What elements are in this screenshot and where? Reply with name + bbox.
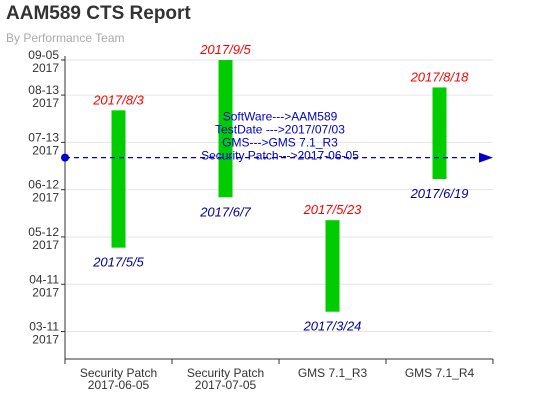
- range-bar: [325, 220, 340, 312]
- marker-annotation-line: SoftWare--->AAM589: [223, 110, 338, 124]
- y-tick-label: 2017: [32, 96, 59, 110]
- x-category-label: Security Patch: [80, 366, 157, 380]
- y-tick-label: 05-12: [28, 225, 59, 239]
- bar-start-label: 2017/5/5: [92, 255, 144, 270]
- marker-end-arrow: [479, 152, 493, 163]
- y-tick-label: 2017: [32, 333, 59, 347]
- marker-annotation-line: GMS--->GMS 7.1_R3: [222, 136, 338, 150]
- y-tick-label: 2017: [32, 61, 59, 75]
- y-tick-label: 2017: [32, 191, 59, 205]
- bar-start-label: 2017/6/7: [199, 204, 251, 219]
- x-category-label: 2017-07-05: [195, 378, 257, 392]
- y-tick-label: 09-05: [28, 48, 59, 62]
- range-bar: [218, 60, 233, 198]
- y-tick-label: 2017: [32, 238, 59, 252]
- bar-end-label: 2017/5/23: [303, 202, 363, 217]
- y-tick-label: 2017: [32, 143, 59, 157]
- y-tick-label: 07-13: [28, 130, 59, 144]
- x-category-label: Security Patch: [187, 366, 264, 380]
- y-tick-label: 08-13: [28, 83, 59, 97]
- x-category-label: 2017-06-05: [88, 378, 150, 392]
- marker-annotation-line: TestDate --->2017/07/03: [215, 123, 345, 137]
- y-tick-label: 03-11: [29, 320, 59, 334]
- marker-annotation-line: Security Patch--->2017-06-05: [201, 149, 359, 163]
- chart-subtitle: By Performance Team: [6, 31, 125, 45]
- bar-end-label: 2017/9/5: [199, 42, 251, 57]
- bar-start-label: 2017/3/24: [303, 319, 362, 334]
- bar-end-label: 2017/8/18: [410, 69, 470, 84]
- range-bar: [432, 87, 447, 179]
- marker-start-dot: [61, 153, 69, 162]
- y-tick-label: 04-11: [29, 272, 59, 286]
- chart-title: AAM589 CTS Report: [6, 3, 191, 24]
- y-tick-label: 2017: [32, 285, 59, 299]
- range-bar: [111, 110, 126, 248]
- x-category-label: GMS 7.1_R4: [405, 366, 475, 380]
- y-tick-label: 06-12: [28, 178, 59, 192]
- bar-start-label: 2017/6/19: [410, 186, 469, 201]
- bar-end-label: 2017/8/3: [92, 92, 144, 107]
- x-category-label: GMS 7.1_R3: [298, 366, 368, 380]
